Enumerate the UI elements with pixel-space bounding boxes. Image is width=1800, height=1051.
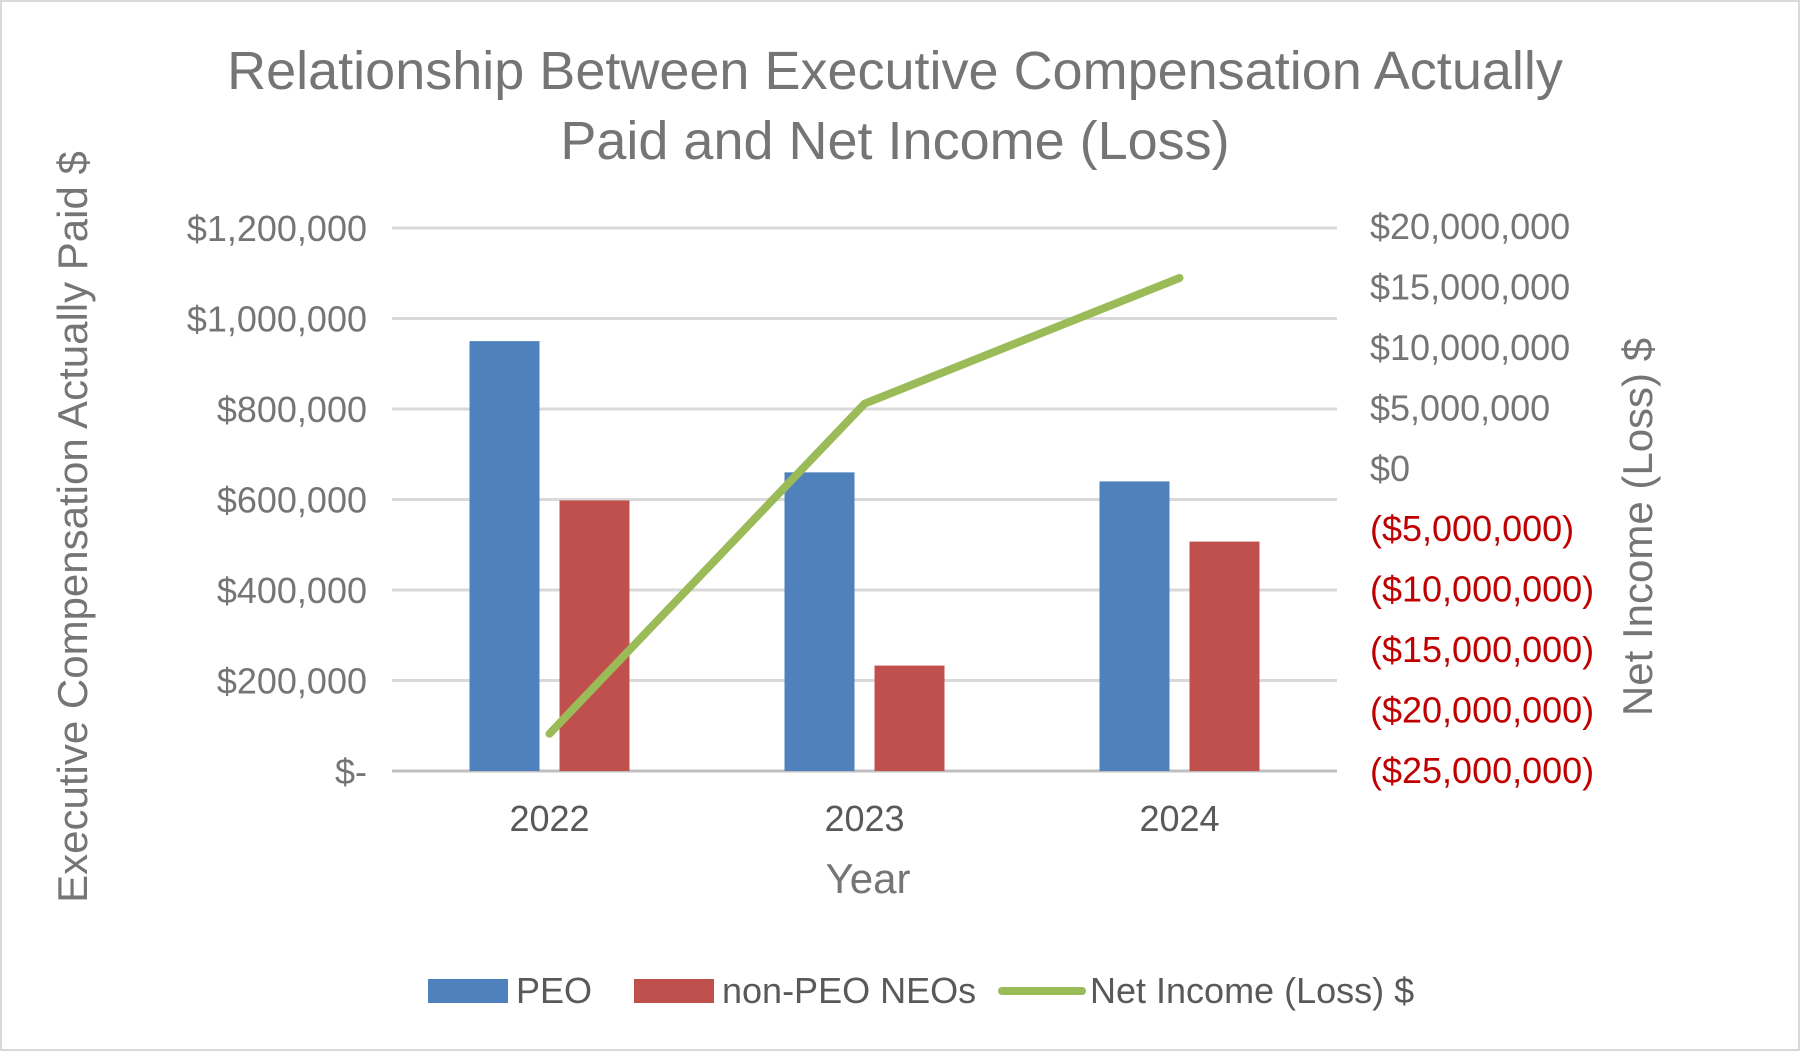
- x-tick-label: 2022: [509, 798, 589, 839]
- bar-non-peo-neos-2024: [1189, 541, 1260, 771]
- bar-peo-2024: [1099, 481, 1170, 771]
- bars: [469, 341, 1260, 771]
- x-tick-label: 2023: [824, 798, 904, 839]
- y2-tick-label: ($5,000,000): [1370, 508, 1574, 549]
- y-tick-label: $1,200,000: [187, 208, 367, 249]
- bar-peo-2022: [469, 341, 540, 771]
- x-tick-label: 2024: [1139, 798, 1219, 839]
- y-tick-label: $200,000: [217, 661, 367, 702]
- legend-swatch-peo: [428, 979, 508, 1003]
- y2-tick-label: ($25,000,000): [1370, 750, 1594, 791]
- y2-tick-label: $10,000,000: [1370, 327, 1570, 368]
- bar-non-peo-neos-2022: [559, 500, 630, 771]
- legend: PEO non-PEO NEOs Net Income (Loss) $: [428, 970, 1414, 1011]
- right-axis-ticks: $20,000,000 $15,000,000 $10,000,000 $5,000,…: [1370, 206, 1594, 791]
- legend-label-peo: PEO: [516, 970, 592, 1011]
- y2-tick-label: $0: [1370, 448, 1410, 489]
- legend-label-non-peo: non-PEO NEOs: [722, 970, 976, 1011]
- y2-tick-label: ($15,000,000): [1370, 629, 1594, 670]
- chart-title-line-2: Paid and Net Income (Loss): [560, 111, 1229, 171]
- y-tick-label: $400,000: [217, 570, 367, 611]
- y2-tick-label: $5,000,000: [1370, 387, 1550, 428]
- y-axis-title: Executive Compensation Actually Paid $: [49, 151, 96, 903]
- legend-label-net-income: Net Income (Loss) $: [1090, 970, 1414, 1011]
- y-tick-label: $600,000: [217, 480, 367, 521]
- y2-axis-title: Net Income (Loss) $: [1614, 338, 1661, 716]
- net-income-line: [545, 273, 1184, 738]
- left-axis-ticks: $- $200,000 $400,000 $600,000 $800,000 $1,000…: [187, 208, 367, 792]
- y2-tick-label: ($20,000,000): [1370, 690, 1594, 731]
- y-tick-label: $1,000,000: [187, 299, 367, 340]
- x-axis-ticks: 2022 2023 2024: [509, 798, 1219, 839]
- bar-peo-2023: [784, 472, 855, 771]
- y2-tick-label: $20,000,000: [1370, 206, 1570, 247]
- legend-swatch-non-peo: [634, 979, 714, 1003]
- y-tick-label: $-: [335, 751, 367, 792]
- y2-tick-label: ($10,000,000): [1370, 569, 1594, 610]
- net-income-line-layer: [545, 273, 1184, 738]
- y-tick-label: $800,000: [217, 389, 367, 430]
- y2-tick-label: $15,000,000: [1370, 266, 1570, 307]
- chart-title-line-1: Relationship Between Executive Compensat…: [227, 41, 1563, 101]
- bar-non-peo-neos-2023: [874, 665, 945, 771]
- x-axis-title: Year: [826, 855, 911, 902]
